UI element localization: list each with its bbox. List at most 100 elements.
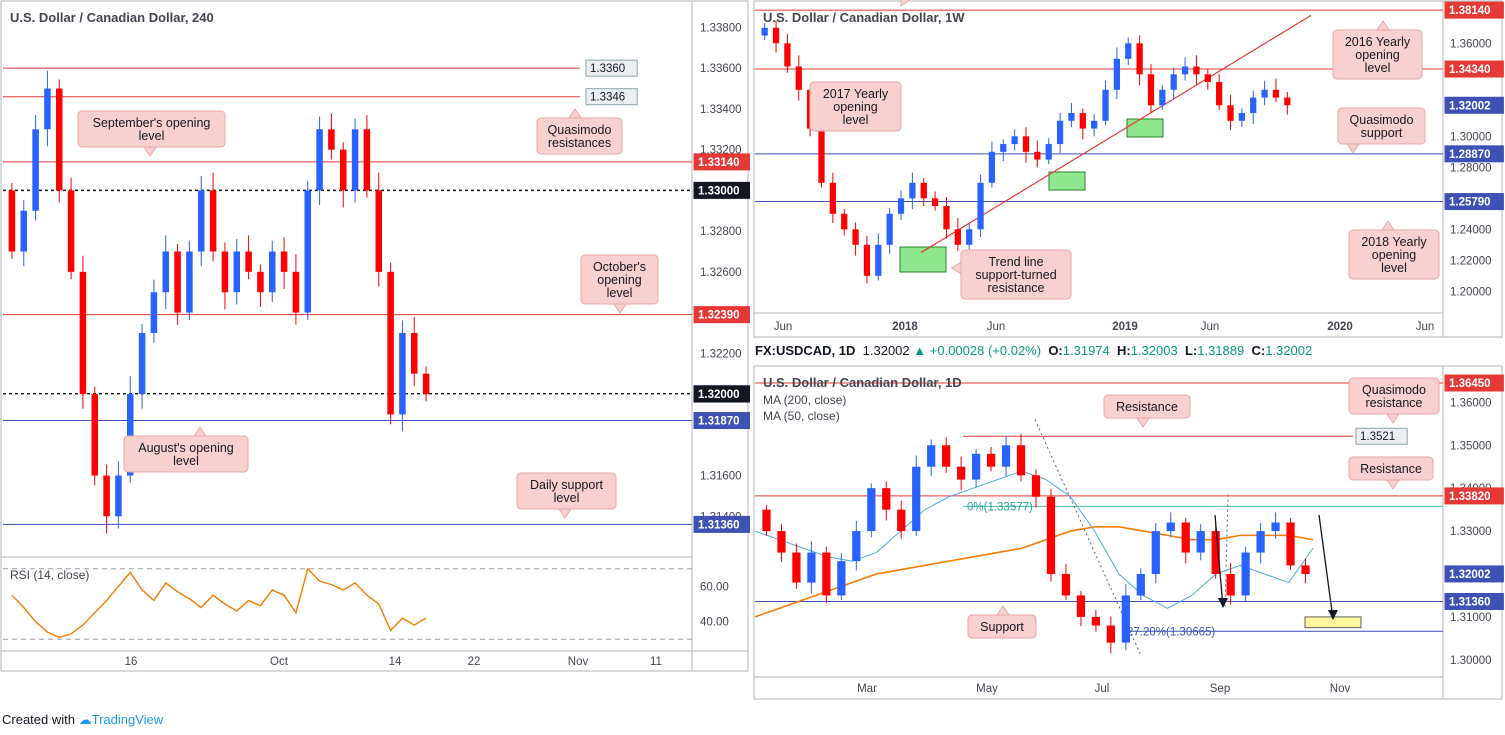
h4-price-label-box bbox=[693, 412, 750, 430]
weekly-candle bbox=[1068, 113, 1075, 121]
weekly-candle bbox=[1216, 82, 1223, 106]
h4-price-label-box bbox=[693, 153, 750, 171]
ohlc-close-label: C: bbox=[1251, 343, 1266, 358]
daily-callout-res2-text: Resistance bbox=[1360, 462, 1422, 476]
weekly-callout-2017-text: opening bbox=[833, 100, 878, 114]
h4-candle bbox=[280, 251, 288, 272]
weekly-demand-zone bbox=[1126, 118, 1164, 138]
daily-candle bbox=[822, 552, 831, 596]
footer-brand: TradingView bbox=[91, 712, 164, 727]
ohlc-symbol: FX:USDCAD, 1D bbox=[755, 343, 856, 358]
h4-callout-daily-text: level bbox=[554, 491, 580, 505]
weekly-candle bbox=[1181, 66, 1189, 75]
h4-candle bbox=[115, 475, 122, 517]
weekly-price-tick: 1.36000 bbox=[1450, 38, 1492, 50]
h4-candle bbox=[399, 332, 406, 415]
arrow-head-icon bbox=[1218, 598, 1228, 608]
daily-level-tag-box bbox=[1355, 427, 1408, 445]
footer-prefix: Created with bbox=[2, 712, 75, 727]
daily-candle bbox=[927, 445, 936, 467]
footer-credit[interactable]: Created with ☁TradingView bbox=[2, 712, 163, 728]
arrow-head-icon bbox=[1328, 610, 1338, 620]
weekly-callout-trend-text: Trend line bbox=[988, 255, 1043, 269]
daily-frame bbox=[753, 365, 1503, 700]
h4-candle bbox=[233, 251, 241, 293]
weekly-chart-canvas[interactable]: 1.360001.320001.300001.280001.240001.220… bbox=[753, 0, 1505, 338]
ohlc-low: 1.31889 bbox=[1197, 343, 1245, 358]
weekly-candle bbox=[1238, 113, 1245, 121]
weekly-candle bbox=[875, 244, 882, 276]
daily-candle bbox=[837, 561, 846, 596]
daily-callout-qmr-text: resistance bbox=[1366, 396, 1423, 410]
daily-ma200-line bbox=[754, 525, 1314, 618]
daily-price-label-box bbox=[1444, 487, 1504, 505]
h4-price-label-label: 1.33000 bbox=[698, 185, 740, 197]
daily-candle bbox=[1181, 522, 1190, 553]
daily-callout-qmr-text: Quasimodo bbox=[1362, 383, 1426, 397]
h4-candle bbox=[257, 271, 264, 293]
weekly-candle bbox=[1272, 89, 1280, 98]
weekly-candle bbox=[1102, 89, 1109, 121]
h4-price-label-box bbox=[693, 385, 750, 403]
rsi-tick: 60.00 bbox=[700, 581, 729, 593]
daily-candle bbox=[1271, 522, 1280, 532]
up-triangle-icon: ▲ bbox=[913, 343, 927, 358]
h4-time-tick: 14 bbox=[389, 656, 402, 668]
weekly-callout-2016-text: level bbox=[1365, 61, 1391, 75]
h4-callout-quasi-tail bbox=[568, 108, 582, 119]
weekly-candle bbox=[943, 206, 950, 230]
weekly-demand-zone bbox=[1048, 171, 1086, 191]
daily-price-tick: 1.35000 bbox=[1450, 440, 1492, 452]
daily-time-tick: Mar bbox=[857, 683, 877, 695]
daily-candle bbox=[1256, 531, 1265, 553]
weekly-candle bbox=[1227, 105, 1234, 121]
weekly-price-label-box bbox=[1444, 60, 1504, 78]
daily-callout-qmr-tail bbox=[1386, 413, 1400, 424]
weekly-candle bbox=[795, 66, 802, 90]
daily-candle bbox=[1061, 574, 1071, 596]
h4-candle bbox=[150, 292, 158, 333]
h4-price-tick: 1.33800 bbox=[700, 22, 742, 34]
h4-candle bbox=[186, 251, 193, 313]
weekly-candle bbox=[1034, 151, 1041, 160]
weekly-callout-qms-box bbox=[1337, 107, 1426, 145]
h4-chart-canvas[interactable]: 1.338001.336001.334001.332001.328001.326… bbox=[0, 0, 750, 672]
h4-price-label-label: 1.31870 bbox=[698, 416, 740, 428]
h4-candle bbox=[339, 149, 347, 191]
ohlc-last: 1.32002 bbox=[862, 343, 910, 358]
h4-candle bbox=[197, 190, 205, 252]
weekly-callout-qms-text: support bbox=[1361, 126, 1403, 140]
weekly-candle bbox=[1045, 144, 1052, 160]
ohlc-change: +0.00028 (+0.02%) bbox=[929, 343, 1042, 358]
weekly-time-tick: 2019 bbox=[1112, 321, 1138, 333]
h4-level-tag-box bbox=[585, 88, 638, 106]
daily-price-label-box bbox=[1444, 565, 1504, 583]
weekly-candle bbox=[1113, 58, 1121, 90]
weekly-candle bbox=[841, 213, 848, 230]
weekly-candle bbox=[897, 198, 905, 214]
weekly-price-label-label: 1.34340 bbox=[1449, 64, 1491, 76]
weekly-candle bbox=[931, 198, 939, 207]
daily-chart-canvas[interactable]: 1.360001.350001.340001.330001.310001.300… bbox=[753, 365, 1505, 700]
h4-price-tick: 1.32200 bbox=[700, 348, 742, 360]
daily-time-tick: May bbox=[976, 683, 998, 695]
daily-callout-support-tail bbox=[996, 605, 1010, 616]
weekly-price-label-label: 1.32002 bbox=[1449, 100, 1491, 112]
daily-candle bbox=[1106, 625, 1115, 643]
daily-candle bbox=[1001, 445, 1011, 467]
h4-candle bbox=[422, 373, 430, 395]
h4-callout-oct-text: level bbox=[607, 286, 633, 300]
daily-candle bbox=[986, 453, 996, 467]
daily-callout-support-text: Support bbox=[980, 620, 1024, 634]
weekly-candle bbox=[761, 27, 768, 36]
daily-ohlc-line: FX:USDCAD, 1D 1.32002 ▲ +0.00028 (+0.02%… bbox=[755, 343, 1312, 358]
h4-price-label-label: 1.31360 bbox=[698, 519, 740, 531]
daily-candle bbox=[792, 552, 801, 583]
h4-candle bbox=[67, 190, 75, 272]
daily-callout-res1-tail bbox=[1136, 417, 1150, 428]
h4-candle bbox=[387, 271, 394, 415]
weekly-candle bbox=[863, 244, 871, 276]
h4-price-label-box bbox=[693, 181, 750, 199]
h4-candle bbox=[316, 129, 323, 191]
weekly-candle bbox=[1261, 89, 1268, 98]
